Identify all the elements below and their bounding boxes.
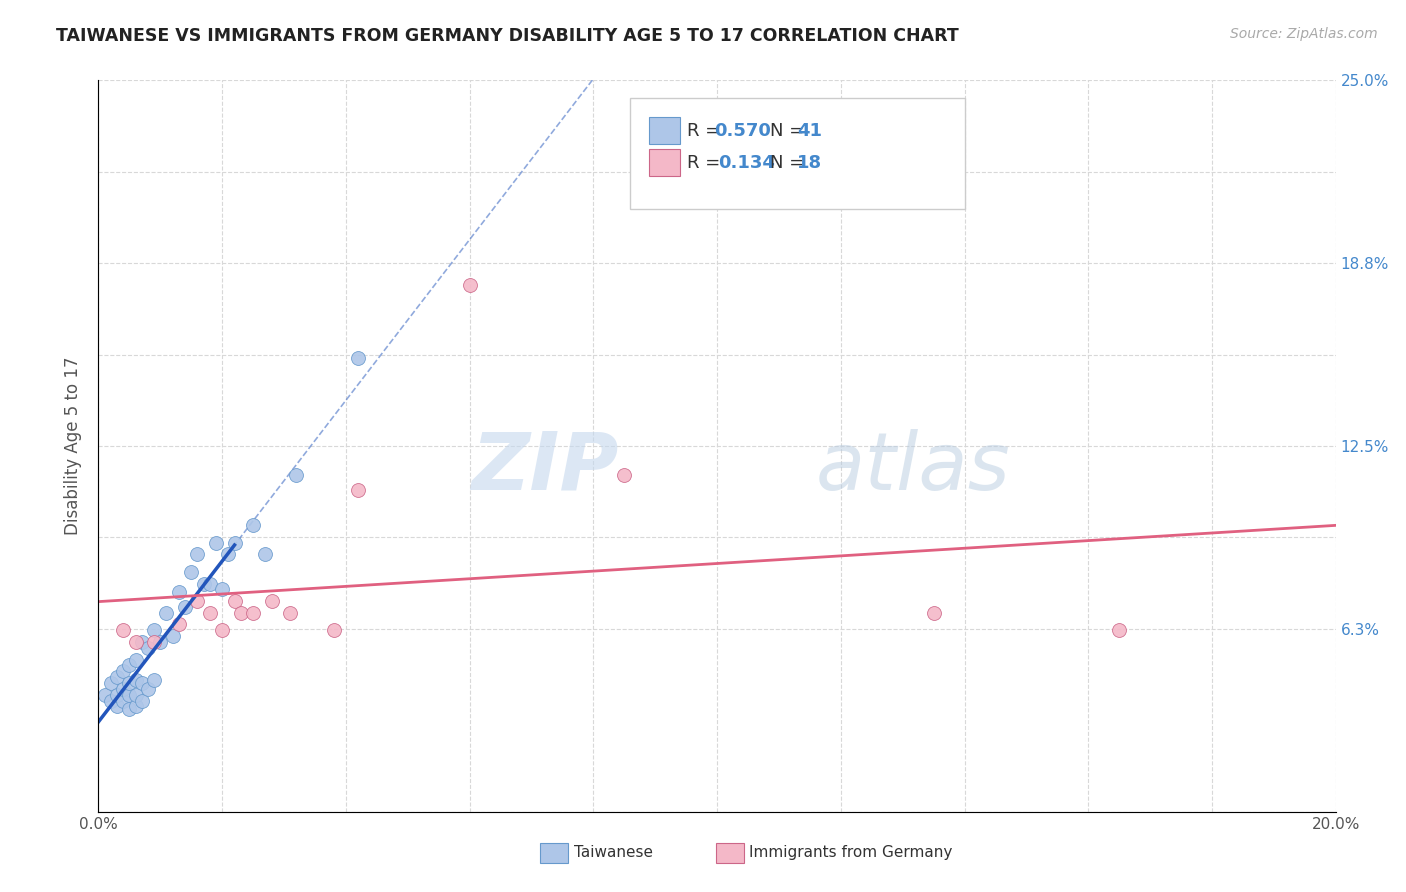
Point [118, 702, 141, 716]
Point [186, 594, 208, 608]
Text: R =: R = [688, 154, 733, 172]
Point [155, 606, 177, 620]
Point [242, 606, 264, 620]
Point [112, 681, 135, 696]
Point [136, 681, 159, 696]
Point [118, 676, 141, 690]
Point [136, 640, 159, 655]
Point [124, 699, 146, 714]
Text: Immigrants from Germany: Immigrants from Germany [749, 846, 953, 860]
Point [260, 594, 283, 608]
Text: 41: 41 [797, 122, 823, 140]
Point [180, 565, 202, 579]
Text: atlas: atlas [815, 429, 1011, 507]
Point [322, 624, 344, 638]
Point [254, 547, 277, 561]
Point [100, 676, 122, 690]
Y-axis label: Disability Age 5 to 17: Disability Age 5 to 17 [65, 357, 83, 535]
Point [1108, 624, 1130, 638]
Point [613, 468, 636, 483]
Point [167, 585, 190, 599]
Point [105, 670, 128, 684]
Point [211, 624, 233, 638]
Text: N =: N = [770, 122, 810, 140]
Point [100, 693, 122, 707]
Point [149, 635, 172, 649]
Point [131, 693, 153, 707]
Point [458, 278, 481, 293]
Point [347, 351, 370, 366]
Point [217, 547, 239, 561]
Text: 0.134: 0.134 [718, 154, 775, 172]
Point [124, 652, 146, 666]
Point [124, 688, 146, 702]
Point [278, 606, 301, 620]
Point [242, 518, 264, 533]
Point [193, 576, 215, 591]
Point [93, 688, 115, 702]
Point [131, 635, 153, 649]
Point [143, 673, 166, 687]
Text: 18: 18 [797, 154, 823, 172]
Text: Taiwanese: Taiwanese [574, 846, 652, 860]
Point [162, 629, 184, 643]
Point [167, 617, 190, 632]
Text: ZIP: ZIP [471, 429, 619, 507]
Text: N =: N = [770, 154, 810, 172]
Point [131, 676, 153, 690]
Point [224, 535, 246, 549]
Point [285, 468, 308, 483]
Point [922, 606, 945, 620]
Point [112, 624, 135, 638]
Text: Source: ZipAtlas.com: Source: ZipAtlas.com [1230, 27, 1378, 41]
Point [229, 606, 252, 620]
Point [205, 535, 228, 549]
Point [112, 665, 135, 679]
Point [143, 635, 166, 649]
Point [347, 483, 370, 497]
Point [211, 582, 233, 597]
Point [198, 576, 221, 591]
Point [118, 658, 141, 673]
Point [224, 594, 246, 608]
Point [198, 606, 221, 620]
Text: R =: R = [688, 122, 727, 140]
Text: 0.570: 0.570 [714, 122, 770, 140]
Point [174, 599, 197, 614]
Point [186, 547, 208, 561]
Point [124, 673, 146, 687]
Point [124, 635, 146, 649]
Point [112, 693, 135, 707]
Point [118, 688, 141, 702]
Point [105, 688, 128, 702]
Point [143, 624, 166, 638]
Point [105, 699, 128, 714]
Text: TAIWANESE VS IMMIGRANTS FROM GERMANY DISABILITY AGE 5 TO 17 CORRELATION CHART: TAIWANESE VS IMMIGRANTS FROM GERMANY DIS… [56, 27, 959, 45]
